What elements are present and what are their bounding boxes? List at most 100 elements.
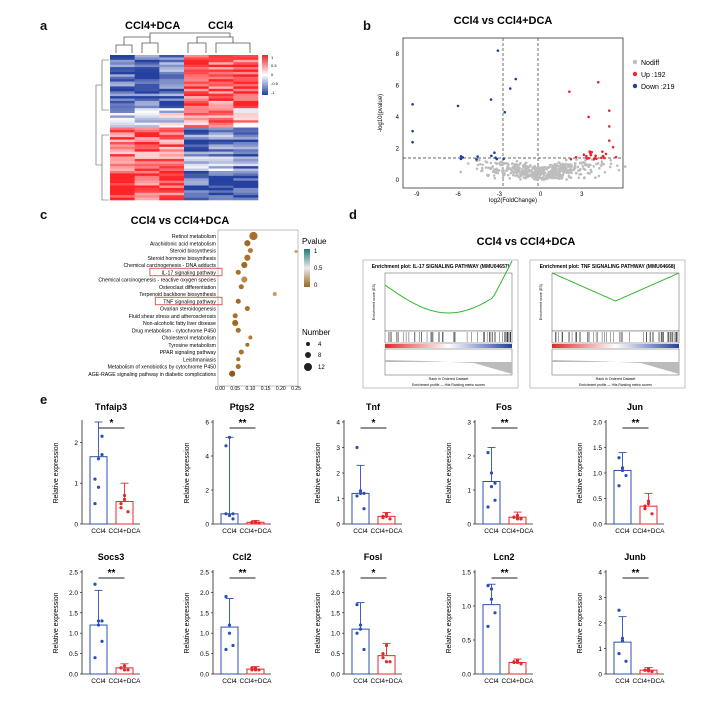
data-point xyxy=(493,481,497,485)
heatmap-legend-tick: 0 xyxy=(271,72,274,77)
legend-dot-up xyxy=(632,71,638,77)
heatmap-cell xyxy=(159,151,185,155)
heatmap-cell xyxy=(208,98,234,102)
heatmap-cell xyxy=(159,96,185,99)
heatmap-cell xyxy=(159,67,185,70)
volcano-point xyxy=(503,110,507,114)
heatmap-cell xyxy=(233,117,259,121)
y-tick-label: 2 xyxy=(74,440,78,447)
data-point xyxy=(224,512,228,516)
volcano-point xyxy=(480,166,484,170)
expression-bar-charts: Tnfaip3 0 1 2 Relative expression CCl4 CCl4+DC… xyxy=(40,400,701,700)
data-point xyxy=(358,627,363,631)
y-tick-label: 1.0 xyxy=(593,471,602,478)
heatmap-cell xyxy=(208,64,234,68)
y-tick-label: 0.5 xyxy=(200,651,209,658)
panel-letter-e: e xyxy=(40,392,48,407)
volcano-point xyxy=(554,164,558,168)
heatmap-cell xyxy=(159,120,185,123)
heatmap-cell xyxy=(184,98,209,102)
heatmap-cell xyxy=(159,134,185,138)
bar-chart-ccl2: Ccl2 0.0 0.5 1.0 1.5 2.0 2.5 Relative expressio… xyxy=(184,552,272,685)
y-tick-label: 1.5 xyxy=(462,570,471,577)
volcano-point xyxy=(494,161,497,165)
heatmap-cell xyxy=(184,146,209,150)
heatmap-cell xyxy=(233,115,259,119)
volcano-point xyxy=(486,166,490,169)
heatmap-cell xyxy=(233,57,259,61)
volcano-point xyxy=(485,173,489,177)
volcano-point xyxy=(494,156,497,160)
data-point xyxy=(231,512,235,516)
y-axis-label: Relative expression xyxy=(446,592,453,653)
dotplot-term-label: TNF signaling pathway xyxy=(163,299,216,305)
volcano-legend: Nodiff Up :192 Down :219 xyxy=(632,59,675,91)
heatmap-cell xyxy=(159,197,185,201)
y-tick-label: 1.0 xyxy=(200,631,209,638)
dotplot-dot xyxy=(229,370,236,377)
x-tick-label: CCl4 xyxy=(615,678,630,685)
heatmap-cell xyxy=(159,57,185,61)
heatmap-cell xyxy=(208,88,234,92)
volcano-point xyxy=(592,164,596,168)
heatmap-cell xyxy=(233,120,259,123)
gsea-xlabel: Rank in Ordered Dataset xyxy=(429,377,469,381)
heatmap-cell xyxy=(110,100,135,104)
heatmap-cell xyxy=(159,154,185,157)
heatmap-cell xyxy=(184,110,209,114)
heatmap-cell xyxy=(110,156,135,160)
dotplot-title: CCl4 vs CCl4+DCA xyxy=(131,215,230,227)
heatmap-cell xyxy=(159,129,185,133)
dotplot-term-label: Chemical carcinogenesis - DNA adducts xyxy=(123,263,216,269)
heatmap-cell xyxy=(208,173,234,177)
heatmap-cell xyxy=(208,103,234,107)
heatmap-cell xyxy=(134,69,160,73)
heatmap-cell xyxy=(233,146,259,150)
heatmap-cell xyxy=(208,69,234,73)
data-point xyxy=(358,489,363,493)
x-tick-label: CCl4 xyxy=(484,528,499,535)
volcano-point xyxy=(476,155,479,158)
heatmap-cell xyxy=(159,125,185,128)
heatmap-cell xyxy=(233,149,259,152)
heatmap-cell xyxy=(233,144,259,148)
heatmap-cell xyxy=(134,62,160,65)
bar-chart-title: Tnfaip3 xyxy=(95,402,127,412)
y-axis-label: Relative expression xyxy=(53,592,60,653)
y-tick-label: 0.5 xyxy=(331,651,340,658)
heatmap-cell xyxy=(110,146,135,150)
x-tick-label: CCl4 xyxy=(353,528,368,535)
data-point xyxy=(122,664,127,668)
heatmap-cell xyxy=(184,62,209,65)
heatmap-cell xyxy=(134,144,160,148)
heatmap-cell xyxy=(134,117,160,121)
heatmap-cell xyxy=(233,59,259,63)
y-tick-label: 2 xyxy=(467,454,471,461)
heatmap-cell xyxy=(208,132,234,136)
heatmap-cell xyxy=(110,134,135,138)
heatmap-cell xyxy=(233,190,259,194)
heatmap-cell xyxy=(159,76,185,80)
heatmap-cell xyxy=(110,120,135,123)
volcano-point xyxy=(515,163,519,167)
heatmap-cell xyxy=(184,103,209,107)
gsea-legend: Enrichment profile — Hits Ranking metric… xyxy=(412,383,485,387)
data-point xyxy=(486,451,490,455)
heatmap-cell xyxy=(110,93,135,97)
volcano-point xyxy=(489,98,493,101)
heatmap-cell xyxy=(159,144,185,148)
data-point xyxy=(381,656,385,660)
volcano-point xyxy=(526,165,530,169)
data-point xyxy=(384,660,389,664)
heatmap-cell xyxy=(110,127,135,131)
significance-marker: * xyxy=(372,418,376,429)
gsea-ranking-metric xyxy=(552,360,679,374)
heatmap-cell xyxy=(208,105,234,109)
heatmap-cell xyxy=(208,96,234,99)
panel-letter-a: a xyxy=(40,18,48,33)
heatmap-cell xyxy=(208,137,234,140)
bar-chart-tnfaip3: Tnfaip3 0 1 2 Relative expression CCl4 CCl4+DC… xyxy=(53,402,141,535)
heatmap-cell xyxy=(134,125,160,128)
volcano-point xyxy=(548,171,551,175)
heatmap-cell xyxy=(134,88,160,92)
